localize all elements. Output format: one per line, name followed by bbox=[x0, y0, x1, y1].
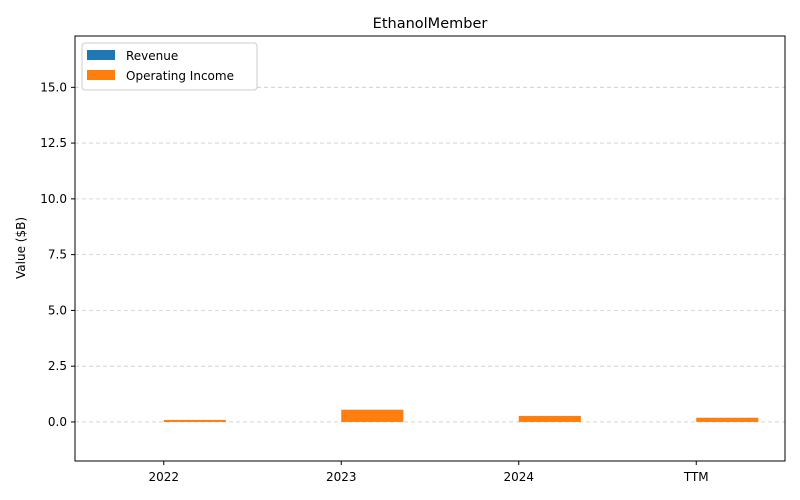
legend-box bbox=[81, 42, 258, 91]
plot-frame bbox=[74, 35, 786, 462]
bar-operating-income bbox=[163, 419, 226, 422]
y-axis-label: Value ($B) bbox=[14, 217, 28, 279]
chart-title: EthanolMember bbox=[373, 16, 488, 32]
bar-operating-income bbox=[696, 417, 759, 422]
y-tick-label: 15.0 bbox=[40, 80, 67, 94]
x-axis: 2022 2023 2024 TTM bbox=[148, 461, 709, 484]
x-tick-label: 2023 bbox=[326, 470, 357, 484]
bar-operating-income bbox=[518, 415, 581, 422]
y-tick-label: 7.5 bbox=[48, 248, 67, 262]
y-tick-label: 0.0 bbox=[48, 415, 67, 429]
legend-label: Operating Income bbox=[126, 69, 234, 83]
y-tick-label: 2.5 bbox=[48, 359, 67, 373]
x-tick-label: TTM bbox=[683, 470, 709, 484]
y-tick-label: 5.0 bbox=[48, 303, 67, 317]
y-axis: 0.0 2.5 5.0 7.5 10.0 12.5 15.0 bbox=[40, 80, 75, 429]
legend: Revenue Operating Income bbox=[81, 42, 258, 91]
x-tick-label: 2022 bbox=[148, 470, 179, 484]
bar-operating-income bbox=[341, 409, 404, 422]
legend-swatch bbox=[87, 70, 115, 80]
bars bbox=[163, 409, 759, 422]
y-tick-label: 12.5 bbox=[40, 136, 67, 150]
legend-label: Revenue bbox=[126, 49, 178, 63]
grid-lines bbox=[75, 86, 785, 423]
legend-swatch bbox=[87, 50, 115, 60]
x-tick-label: 2024 bbox=[503, 470, 534, 484]
y-tick-label: 10.0 bbox=[40, 192, 67, 206]
